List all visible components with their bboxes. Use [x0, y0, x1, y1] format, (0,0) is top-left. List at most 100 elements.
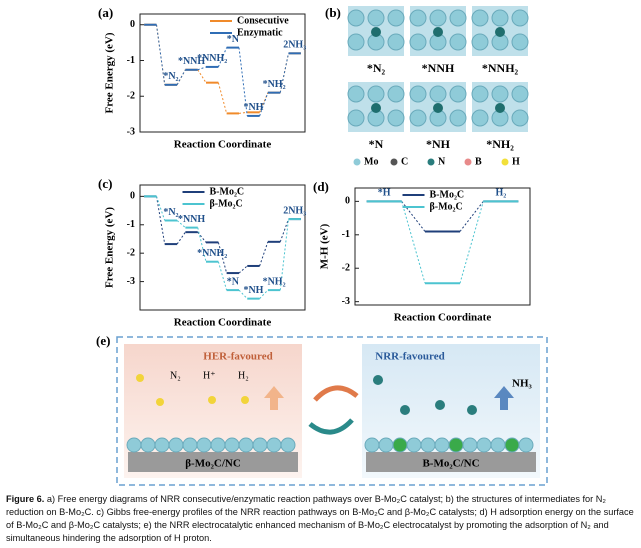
- molecule: [136, 374, 144, 382]
- step-label: *N: [227, 34, 240, 45]
- atom: [367, 85, 385, 103]
- atom: [409, 33, 427, 51]
- atom: [511, 109, 529, 127]
- atom: [449, 85, 467, 103]
- connector: [197, 227, 207, 262]
- y-tick-label: -3: [127, 276, 135, 287]
- legend-label: Consecutive: [237, 15, 289, 26]
- legend-label: β-Mo₂C: [210, 198, 243, 209]
- connector: [459, 201, 484, 232]
- connector: [259, 92, 269, 117]
- molecule: [208, 396, 216, 404]
- connector: [156, 196, 166, 221]
- atom: [387, 109, 405, 127]
- atom: [471, 9, 489, 27]
- connector: [197, 231, 207, 243]
- atom: [449, 33, 467, 51]
- connector: [401, 201, 426, 232]
- species: H⁺: [203, 370, 216, 381]
- atom: [347, 109, 365, 127]
- structure-label: *N: [369, 137, 384, 151]
- legend-label: β-Mo₂C: [430, 201, 463, 212]
- surface-atom: [462, 437, 478, 453]
- surface-atom: [168, 437, 184, 453]
- caption-text: a) Free energy diagrams of NRR consecuti…: [6, 494, 634, 543]
- legend-swatch: [464, 158, 472, 166]
- atom: [367, 9, 385, 27]
- connector: [401, 201, 426, 284]
- step-label: *NH₂: [263, 276, 286, 287]
- atom: [511, 85, 529, 103]
- atom: [387, 33, 405, 51]
- surface-atom: [182, 437, 198, 453]
- legend-label: B-Mo₂C: [210, 186, 245, 197]
- legend-swatch: [501, 158, 509, 166]
- species: N₂: [170, 370, 181, 381]
- plot-frame: [139, 13, 306, 133]
- surface-atom: [154, 437, 170, 453]
- connector: [176, 231, 186, 245]
- y-tick-label: -1: [342, 229, 350, 240]
- substrate: [366, 452, 536, 472]
- step-label: *NNH₂: [197, 53, 227, 64]
- y-axis-title: Free Energy (eV): [104, 207, 116, 288]
- surface-atom: [224, 437, 240, 453]
- atom: [449, 109, 467, 127]
- cycle-arrow: [313, 385, 359, 402]
- connector: [279, 218, 289, 242]
- atom: [491, 9, 509, 27]
- connector: [197, 66, 207, 71]
- connector: [217, 47, 228, 68]
- structure-label: *NNH₂: [482, 61, 519, 75]
- atom: [449, 9, 467, 27]
- connector: [217, 82, 228, 114]
- y-tick-label: -3: [342, 296, 350, 307]
- step-label: *NNH₂: [197, 248, 227, 259]
- x-axis-title: Reaction Coordinate: [174, 139, 272, 151]
- step-label: *NNH: [178, 56, 205, 67]
- atom: [471, 109, 489, 127]
- structure-label: *NH₂: [486, 137, 514, 151]
- surface-atom: [252, 437, 268, 453]
- connector: [197, 69, 207, 83]
- surface-atom: [392, 437, 408, 453]
- atom: [433, 103, 443, 113]
- atom: [371, 27, 381, 37]
- step-label: *N₂: [163, 207, 178, 218]
- molecule: [400, 405, 410, 415]
- step-label: *NH: [243, 102, 263, 113]
- y-tick-label: 0: [345, 196, 350, 207]
- surface-atom: [518, 437, 534, 453]
- y-tick-label: 0: [130, 19, 135, 30]
- atom: [347, 9, 365, 27]
- step-label: *N₂: [163, 71, 178, 82]
- atom: [387, 85, 405, 103]
- connector: [238, 289, 248, 299]
- molecule: [435, 400, 445, 410]
- structure-label: *N₂: [367, 61, 386, 75]
- structure-label: *NH: [426, 137, 451, 151]
- connector: [176, 69, 186, 86]
- step-label: H₂: [495, 188, 506, 199]
- atom: [429, 9, 447, 27]
- substrate: [128, 452, 298, 472]
- atom: [433, 27, 443, 37]
- atom: [387, 9, 405, 27]
- connector: [279, 53, 289, 93]
- molecule: [241, 396, 249, 404]
- frame: [116, 336, 548, 486]
- surface-atom: [140, 437, 156, 453]
- atom: [511, 33, 529, 51]
- x-axis-title: Reaction Coordinate: [174, 317, 272, 329]
- connector: [259, 241, 269, 267]
- molecule: [156, 398, 164, 406]
- atom: [371, 103, 381, 113]
- y-axis-title: M-H (eV): [319, 223, 331, 269]
- arrow: [494, 386, 514, 410]
- y-tick-label: -2: [342, 263, 350, 274]
- step-label: 2NH₃: [283, 205, 306, 216]
- connector: [238, 111, 248, 114]
- surface-atom: [406, 437, 422, 453]
- substrate-label: β-Mo₂C/NC: [185, 458, 241, 470]
